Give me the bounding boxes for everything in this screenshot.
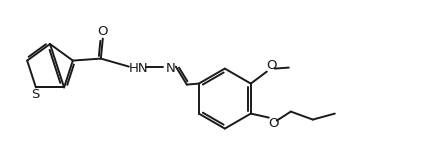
Text: O: O	[267, 59, 277, 72]
Text: N: N	[166, 62, 176, 75]
Text: O: O	[98, 25, 108, 38]
Text: S: S	[31, 88, 39, 101]
Text: O: O	[269, 117, 279, 130]
Text: HN: HN	[129, 62, 149, 75]
